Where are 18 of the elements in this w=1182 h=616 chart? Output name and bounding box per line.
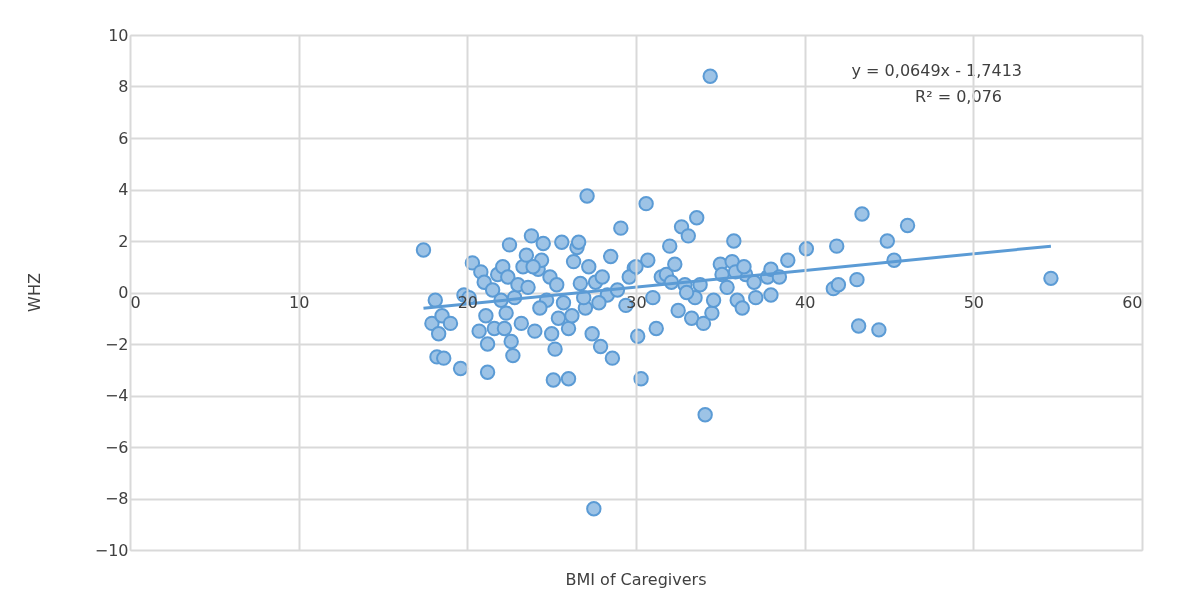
- y-tick-label: 6: [118, 128, 129, 148]
- y-tick-label: 4: [118, 180, 129, 199]
- y-tick-label: 2: [118, 231, 129, 251]
- annotation: y = 0,0649x - 1,7413: [851, 61, 1022, 80]
- y-tick-label: −6: [104, 437, 129, 457]
- y-tick-label: 8: [118, 77, 129, 96]
- y-tick-label: 10: [108, 25, 129, 45]
- x-tick-label: 40: [794, 293, 816, 312]
- y-axis-title: WHZ: [25, 273, 44, 312]
- y-tick-label: −4: [104, 386, 129, 405]
- y-tick-label: −10: [94, 540, 129, 560]
- x-axis-title: BMI of Caregivers: [565, 570, 707, 589]
- x-tick-label: 60: [1122, 293, 1143, 312]
- x-tick-label: 0: [130, 293, 141, 312]
- x-tick-label: 10: [288, 293, 310, 312]
- y-tick-label: −2: [104, 334, 129, 354]
- y-tick-label: −8: [104, 489, 129, 508]
- x-tick-label: 50: [963, 293, 985, 312]
